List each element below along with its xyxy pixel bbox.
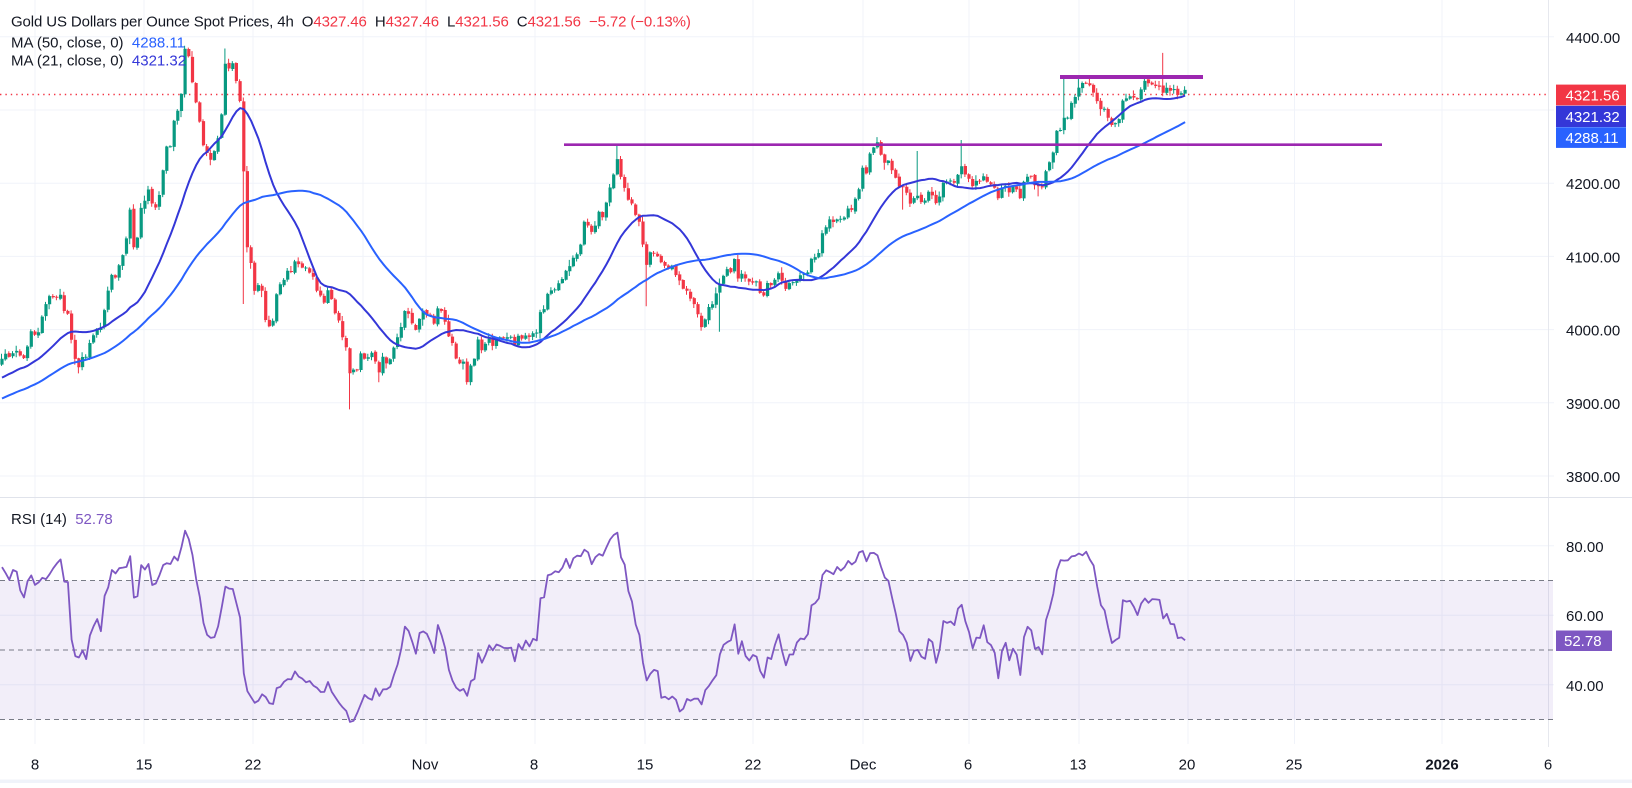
- svg-text:Gold US Dollars per Ounce Spot: Gold US Dollars per Ounce Spot Prices, 4…: [11, 14, 691, 31]
- svg-text:6: 6: [1544, 757, 1552, 774]
- svg-text:8: 8: [31, 757, 39, 774]
- svg-text:22: 22: [245, 757, 262, 774]
- svg-text:4321.56: 4321.56: [1566, 88, 1620, 105]
- svg-text:40.00: 40.00: [1566, 678, 1604, 695]
- svg-text:3800.00: 3800.00: [1566, 469, 1620, 486]
- svg-text:4100.00: 4100.00: [1566, 249, 1620, 266]
- svg-text:4400.00: 4400.00: [1566, 30, 1620, 47]
- svg-text:Nov: Nov: [412, 757, 439, 774]
- svg-text:25: 25: [1286, 757, 1303, 774]
- svg-text:4288.11: 4288.11: [1566, 130, 1619, 147]
- svg-text:8: 8: [530, 757, 538, 774]
- svg-text:RSI (14) 52.78: RSI (14) 52.78: [11, 511, 113, 528]
- svg-text:4321.32: 4321.32: [1566, 109, 1620, 126]
- svg-text:MA (21, close, 0) 4321.32: MA (21, close, 0) 4321.32: [11, 53, 186, 70]
- svg-text:2026: 2026: [1425, 757, 1458, 774]
- svg-text:13: 13: [1070, 757, 1087, 774]
- svg-text:22: 22: [745, 757, 762, 774]
- svg-text:15: 15: [136, 757, 153, 774]
- svg-text:15: 15: [637, 757, 654, 774]
- svg-text:6: 6: [964, 757, 972, 774]
- svg-text:60.00: 60.00: [1566, 608, 1604, 625]
- svg-text:3900.00: 3900.00: [1566, 396, 1620, 413]
- svg-text:20: 20: [1179, 757, 1196, 774]
- svg-text:80.00: 80.00: [1566, 539, 1604, 556]
- svg-text:4200.00: 4200.00: [1566, 176, 1620, 193]
- svg-text:4000.00: 4000.00: [1566, 323, 1620, 340]
- svg-text:MA (50, close, 0) 4288.11: MA (50, close, 0) 4288.11: [11, 35, 185, 52]
- svg-text:52.78: 52.78: [1564, 633, 1602, 650]
- svg-text:Dec: Dec: [850, 757, 877, 774]
